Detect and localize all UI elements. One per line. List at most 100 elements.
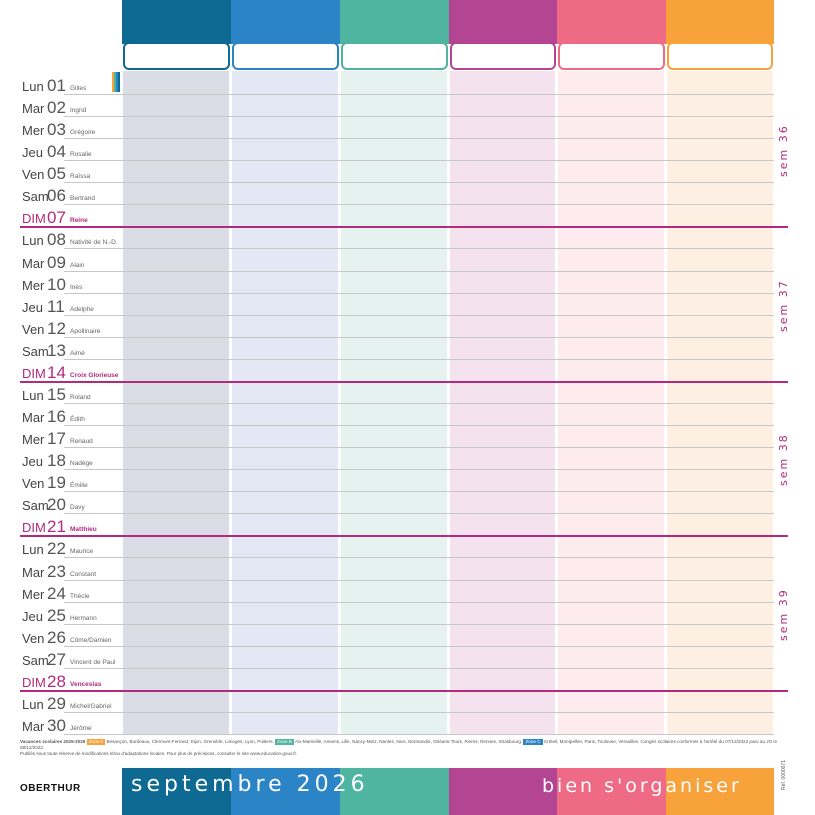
column-body-5[interactable] — [558, 71, 664, 734]
bottom-band-5 — [557, 768, 666, 815]
day-number: 29 — [47, 693, 66, 713]
column-header-band-2 — [231, 0, 340, 44]
day-abbr: Sam — [22, 652, 49, 668]
zone-c-badge: Zone C — [523, 739, 543, 746]
saint-name: Renaud — [70, 438, 93, 446]
day-number: 11 — [47, 296, 65, 316]
day-number: 01 — [47, 76, 66, 95]
saint-name: Bertrand — [70, 195, 95, 203]
week-separator-line — [20, 380, 788, 383]
day-separator-line — [122, 667, 774, 669]
day-separator-line — [122, 711, 774, 713]
day-separator-line — [122, 116, 774, 118]
day-abbr: DIM — [22, 674, 46, 690]
saint-name: Nadège — [70, 460, 93, 468]
day-label-underline — [64, 160, 122, 162]
column-body-4[interactable] — [450, 71, 555, 734]
saint-name: Rosalie — [70, 151, 92, 159]
saint-name: Jérôme — [70, 725, 92, 733]
saint-name: Ingrid — [70, 107, 87, 115]
column-name-field-5[interactable] — [558, 42, 665, 70]
column-header-band-5 — [557, 0, 666, 44]
saint-name: Inès — [70, 283, 83, 291]
reference-number: Réf. 0000071 — [781, 759, 787, 790]
bottom-band-2 — [231, 768, 340, 815]
day-separator-line — [122, 358, 774, 360]
day-number: 18 — [47, 451, 66, 471]
day-separator-line — [122, 734, 774, 736]
holidays-disclaimer: Publiés sous toute réserve de modificati… — [20, 751, 298, 757]
day-abbr: Mar — [22, 719, 45, 735]
day-number: 22 — [47, 539, 66, 559]
day-label-underline — [64, 292, 122, 294]
zone-a-text: Besançon, Bordeaux, Clermont-Ferrand, Di… — [106, 739, 274, 744]
day-label-underline — [64, 336, 122, 338]
saint-name: Apollinaire — [70, 327, 101, 335]
day-abbr: Lun — [22, 387, 44, 403]
day-separator-line — [122, 579, 774, 581]
day-number: 10 — [47, 274, 66, 294]
week-separator-line — [20, 226, 788, 229]
saint-name: Émilie — [70, 482, 88, 490]
day-label-underline — [64, 447, 122, 449]
day-label-underline — [64, 623, 122, 625]
day-number: 05 — [47, 164, 66, 184]
saint-name: Michel/Gabriel — [70, 702, 112, 710]
saint-name: Thècle — [70, 592, 90, 600]
day-label-underline — [64, 182, 122, 184]
day-abbr: Mer — [22, 277, 45, 293]
day-abbr: Sam — [22, 189, 49, 205]
day-number: 28 — [47, 671, 66, 691]
day-label-underline — [64, 116, 122, 118]
column-body-3[interactable] — [341, 71, 447, 734]
saint-name: Matthieu — [70, 526, 97, 534]
column-name-field-2[interactable] — [232, 42, 339, 70]
bottom-band-1 — [122, 768, 231, 815]
bottom-band-6 — [666, 768, 774, 815]
column-name-field-6[interactable] — [667, 42, 773, 70]
day-abbr: Jeu — [22, 145, 43, 161]
holidays-title: Vacances scolaires 2025-2026 — [20, 739, 86, 744]
day-label-underline — [64, 667, 122, 669]
zone-c-text: Créteil, Montpellier, Paris, Toulouse, V… — [20, 739, 777, 751]
column-name-field-3[interactable] — [341, 42, 448, 70]
day-number: 19 — [47, 473, 66, 493]
day-separator-line — [122, 270, 774, 272]
week-number-label: sem 38 — [777, 433, 790, 487]
week-number-label: sem 37 — [777, 278, 790, 332]
saint-name: Venceslas — [70, 680, 102, 688]
day-abbr: Jeu — [22, 608, 43, 624]
day-abbr: Lun — [22, 696, 44, 712]
day-abbr: Jeu — [22, 454, 43, 470]
zone-b-text: Aix-Marseille, Amiens, Lille, Nancy-Metz… — [294, 739, 523, 744]
saint-name: Hermann — [70, 614, 97, 622]
day-number: 16 — [47, 407, 66, 427]
day-number: 07 — [47, 208, 66, 228]
day-abbr: Mar — [22, 255, 45, 271]
saint-name: Grégoire — [70, 129, 96, 137]
week-number-label: sem 39 — [777, 587, 790, 641]
day-label-underline — [64, 402, 122, 404]
day-separator-line — [122, 336, 774, 338]
saint-name: Roland — [70, 393, 91, 401]
column-name-field-4[interactable] — [450, 42, 556, 70]
day-number: 02 — [47, 98, 66, 118]
day-number: 23 — [47, 561, 66, 581]
column-body-6[interactable] — [667, 71, 773, 734]
day-number: 14 — [47, 362, 66, 382]
day-label-underline — [64, 579, 122, 581]
day-number: 21 — [47, 517, 66, 537]
day-abbr: DIM — [22, 365, 46, 381]
column-name-field-1[interactable] — [123, 42, 230, 70]
day-number: 06 — [47, 186, 66, 206]
day-separator-line — [122, 248, 774, 250]
day-abbr: Ven — [22, 630, 45, 646]
column-body-1[interactable] — [123, 71, 229, 734]
day-abbr: Ven — [22, 476, 45, 492]
column-header-band-3 — [340, 0, 449, 44]
saint-name: Nativité de N.-D. — [70, 239, 118, 247]
day-label-underline — [64, 557, 122, 559]
day-label-underline — [64, 513, 122, 515]
column-header-band-1 — [122, 0, 231, 44]
column-body-2[interactable] — [232, 71, 338, 734]
